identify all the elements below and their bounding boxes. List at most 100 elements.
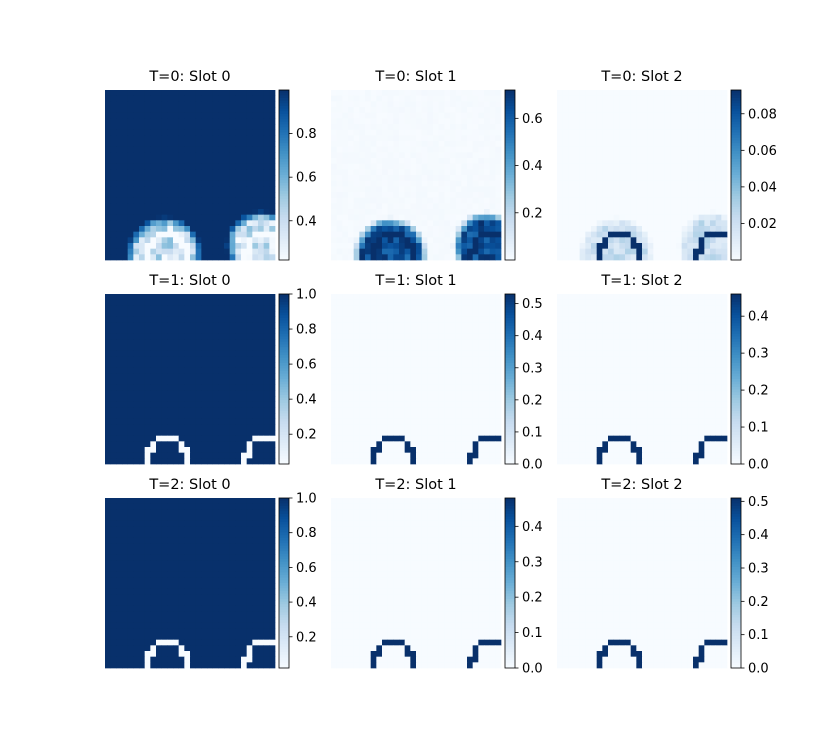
heatmap-cell [427, 101, 433, 107]
heatmap-cell [258, 186, 264, 192]
colorbar-segment [505, 350, 515, 353]
heatmap-cell [399, 424, 405, 430]
heatmap-cell [156, 317, 162, 323]
colorbar-segment [505, 363, 515, 366]
heatmap-cell [405, 362, 411, 368]
heatmap-cell [416, 396, 422, 402]
heatmap-cell [399, 334, 405, 340]
heatmap-cell [184, 152, 190, 158]
heatmap-cell [563, 152, 569, 158]
heatmap-cell [213, 334, 219, 340]
heatmap-cell [264, 379, 270, 385]
heatmap-cell [631, 209, 637, 215]
colorbar-segment [505, 95, 515, 98]
heatmap-cell [444, 413, 450, 419]
heatmap-cell [218, 351, 224, 357]
heatmap-cell [393, 453, 399, 459]
heatmap-cell [269, 169, 275, 175]
heatmap-cell [218, 124, 224, 130]
heatmap-cell [359, 424, 365, 430]
heatmap-cell [196, 152, 202, 158]
colorbar-segment [731, 109, 741, 112]
heatmap-cell [116, 317, 122, 323]
heatmap-cell [456, 118, 462, 124]
heatmap-cell [342, 419, 348, 425]
heatmap-cell [354, 334, 360, 340]
heatmap-cell [145, 368, 151, 374]
heatmap-cell [184, 441, 190, 447]
heatmap-cell [139, 351, 145, 357]
heatmap-cell [201, 107, 207, 113]
heatmap-cell [478, 198, 484, 204]
heatmap-cell [557, 124, 563, 130]
heatmap-cell [716, 135, 722, 141]
heatmap-cell [331, 441, 337, 447]
colorbar-segment [731, 207, 741, 210]
heatmap-cell [422, 203, 428, 209]
heatmap-cell [410, 147, 416, 153]
heatmap-cell [721, 249, 727, 255]
heatmap-cell [608, 169, 614, 175]
colorbar-segment [279, 109, 289, 112]
colorbar-segment [279, 435, 289, 438]
heatmap-cell [427, 385, 433, 391]
heatmap-cell [105, 237, 111, 243]
heatmap-cell [201, 141, 207, 147]
heatmap-cell [235, 413, 241, 419]
heatmap-cell [439, 351, 445, 357]
heatmap-cell [478, 294, 484, 300]
heatmap-cell [405, 107, 411, 113]
heatmap-cell [252, 181, 258, 187]
heatmap-cell [190, 373, 196, 379]
heatmap-cell [365, 334, 371, 340]
heatmap-cell [433, 147, 439, 153]
heatmap-cell [399, 175, 405, 181]
heatmap-cell [591, 152, 597, 158]
heatmap-cell [563, 237, 569, 243]
heatmap-cell [258, 345, 264, 351]
heatmap-cell [196, 118, 202, 124]
heatmap-cell [376, 164, 382, 170]
heatmap-cell [484, 339, 490, 345]
heatmap-cell [433, 356, 439, 362]
heatmap-cell [128, 385, 134, 391]
heatmap-cell [574, 90, 580, 96]
heatmap-cell [439, 430, 445, 436]
heatmap-cell [648, 90, 654, 96]
heatmap-cell [699, 169, 705, 175]
heatmap-cell [410, 237, 416, 243]
heatmap-cell [625, 124, 631, 130]
colorbar-segment [505, 390, 515, 393]
heatmap-cell [467, 379, 473, 385]
heatmap-cell [557, 175, 563, 181]
heatmap-cell [264, 436, 270, 442]
heatmap-cell [388, 232, 394, 238]
heatmap-cell [184, 243, 190, 249]
heatmap-cell [207, 447, 213, 453]
heatmap-cell [201, 362, 207, 368]
heatmap-cell [444, 328, 450, 334]
colorbar-segment [279, 347, 289, 350]
heatmap-cell [213, 294, 219, 300]
heatmap-cell [631, 147, 637, 153]
heatmap-cell [568, 220, 574, 226]
heatmap-cell [399, 294, 405, 300]
heatmap-cell [359, 407, 365, 413]
heatmap-cell [670, 175, 676, 181]
heatmap-cell [201, 368, 207, 374]
heatmap-cell [450, 447, 456, 453]
colorbar-segment [731, 140, 741, 143]
heatmap-cell [116, 407, 122, 413]
heatmap-cell [619, 141, 625, 147]
heatmap-cell [693, 226, 699, 232]
heatmap-cell [365, 356, 371, 362]
heatmap-cell [704, 107, 710, 113]
heatmap-cell [196, 220, 202, 226]
heatmap-cell [342, 243, 348, 249]
heatmap-cell [252, 232, 258, 238]
heatmap-cell [224, 458, 230, 464]
heatmap-cell [659, 175, 665, 181]
heatmap-cell [365, 458, 371, 464]
colorbar-segment [731, 225, 741, 228]
heatmap-cell [422, 311, 428, 317]
